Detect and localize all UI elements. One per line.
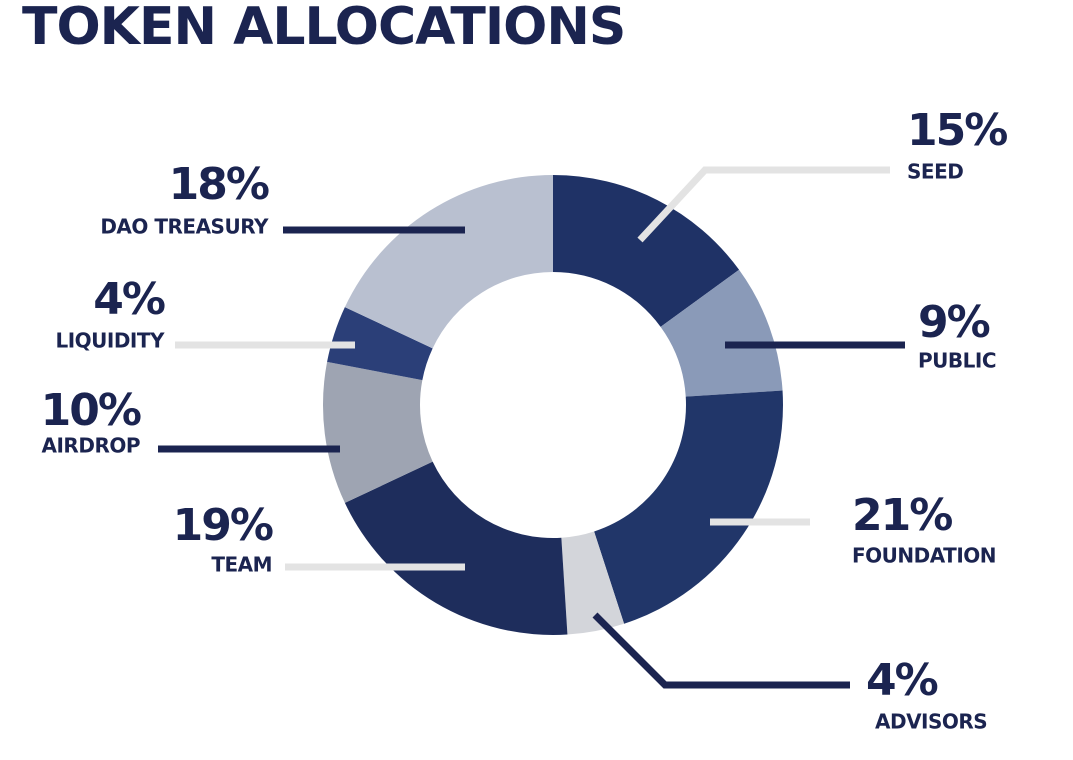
value-label: 18%: [169, 159, 269, 210]
donut-slice: [323, 361, 433, 503]
value-label: 4%: [93, 274, 165, 325]
category-label: SEED: [907, 160, 963, 184]
chart-title: TOKEN ALLOCATIONS: [22, 0, 625, 57]
category-label: ADVISORS: [875, 710, 987, 734]
leader-line: [637, 166, 890, 243]
value-label: 21%: [852, 490, 952, 541]
donut-slice: [561, 531, 625, 635]
donut-slice: [594, 390, 783, 624]
value-label: 10%: [41, 385, 141, 436]
donut-slice: [660, 269, 783, 397]
value-label: 15%: [907, 105, 1007, 156]
leader-line: [592, 612, 850, 689]
value-label: 19%: [173, 500, 273, 551]
category-label: LIQUIDITY: [55, 329, 165, 353]
category-label: PUBLIC: [918, 349, 996, 373]
donut-slice: [553, 175, 740, 327]
category-label: TEAM: [211, 553, 272, 577]
value-label: 9%: [918, 297, 990, 348]
category-label: DAO TREASURY: [100, 215, 269, 239]
category-label: AIRDROP: [42, 434, 140, 458]
donut-slice: [327, 307, 433, 381]
donut-slice: [344, 461, 568, 635]
category-label: FOUNDATION: [852, 544, 996, 568]
donut-slice: [344, 175, 553, 349]
value-label: 4%: [866, 655, 938, 706]
